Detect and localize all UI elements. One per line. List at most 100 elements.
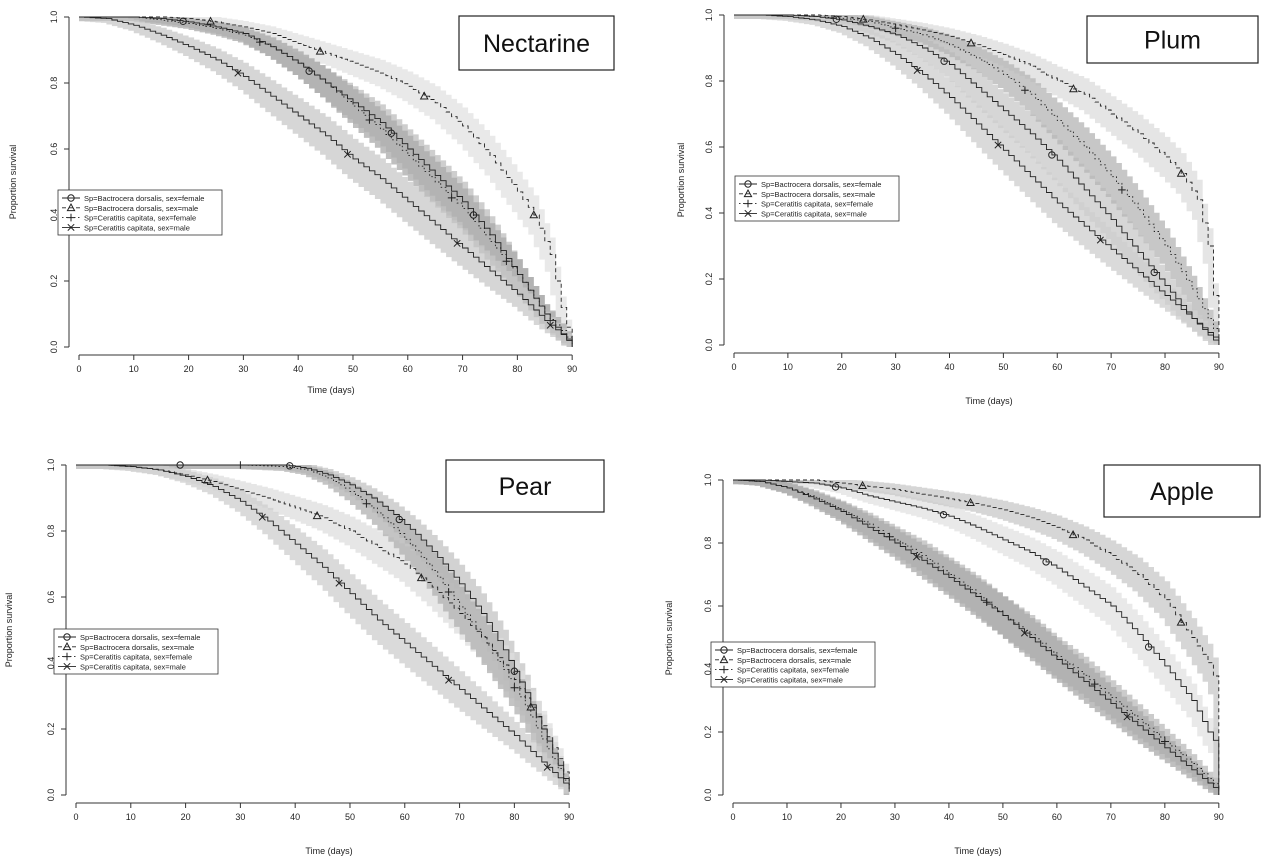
point-marker-s1-3 — [1042, 558, 1050, 566]
point-marker-s1-2 — [286, 462, 294, 470]
point-marker-s1-1 — [832, 15, 841, 23]
x-tick-label: 50 — [345, 812, 355, 822]
legend-entry-1: Sp=Bactrocera dorsalis, sex=female — [737, 646, 857, 655]
x-tick-label: 50 — [348, 364, 358, 374]
x-tick-label: 30 — [238, 364, 248, 374]
chart-panel-plum: 0 10 20 30 40 50 60 70 80 90 0.0 0.2 0.4 0.6 0.8 1.0 Tim… — [676, 9, 1259, 406]
legend-box — [57, 189, 223, 236]
y-tick-label: 1.0 — [46, 459, 56, 472]
x-tick-label: 80 — [1160, 362, 1170, 372]
y-tick-label: 0.8 — [49, 77, 59, 90]
x-tick-label: 50 — [998, 362, 1008, 372]
legend-entry-2: Sp=Bactrocera dorsalis, sex=male — [80, 643, 194, 652]
point-marker-s3-4 — [510, 683, 519, 692]
x-tick-label: 30 — [891, 362, 901, 372]
survival-line-series-4 — [76, 464, 570, 789]
survival-line-series-2 — [734, 14, 1220, 345]
legend-box — [53, 628, 219, 675]
x-tick-label: 40 — [290, 812, 300, 822]
legend-marker-2 — [719, 654, 729, 664]
point-marker-s2-4 — [1176, 168, 1186, 177]
survival-line-series-1 — [76, 464, 570, 792]
legend-entry-4: Sp=Ceratitis capitata, sex=male — [737, 675, 843, 684]
legend-marker-4 — [720, 675, 728, 683]
x-tick-label: 0 — [731, 362, 736, 372]
point-marker-s2-4 — [1176, 617, 1186, 626]
legend-marker-4 — [63, 662, 71, 670]
x-axis-title: Time (days) — [307, 385, 354, 395]
x-tick-label: 20 — [181, 812, 191, 822]
x-tick-label: 60 — [400, 812, 410, 822]
legend-marker-2 — [743, 188, 753, 198]
point-marker-s4-4 — [543, 763, 551, 771]
x-tick-label: 10 — [782, 812, 792, 822]
confidence-band-2 — [733, 480, 1219, 795]
legend-entry-3: Sp=Ceratitis capitata, sex=female — [80, 653, 192, 662]
point-marker-s4-3 — [1123, 713, 1131, 721]
legend-entry-4: Sp=Ceratitis capitata, sex=male — [80, 662, 186, 671]
y-tick-label: 1.0 — [49, 11, 59, 24]
x-tick-label: 0 — [730, 812, 735, 822]
survival-line-series-2 — [79, 16, 573, 347]
survival-line-series-2 — [76, 464, 570, 786]
x-axis-title: Time (days) — [965, 396, 1012, 406]
point-marker-s2-1 — [858, 480, 867, 489]
legend-entry-4: Sp=Ceratitis capitata, sex=male — [761, 209, 867, 218]
x-tick-label: 40 — [944, 812, 954, 822]
point-marker-s1-2 — [940, 57, 948, 65]
point-marker-s2-3 — [1068, 529, 1078, 539]
point-marker-s2-2 — [315, 46, 325, 55]
point-marker-s1-3 — [395, 515, 403, 524]
point-marker-s4-1 — [912, 553, 921, 561]
confidence-band-4 — [733, 480, 1219, 795]
point-marker-s3-2 — [365, 116, 374, 124]
legend-entry-2: Sp=Bactrocera dorsalis, sex=male — [84, 204, 198, 213]
x-tick-label: 70 — [1106, 812, 1116, 822]
panel-label: Nectarine — [483, 30, 590, 58]
legend-marker-3 — [63, 652, 71, 661]
legend-marker-3 — [720, 665, 728, 674]
point-marker-s3-4 — [502, 257, 511, 265]
x-tick-label: 30 — [890, 812, 900, 822]
x-tick-label: 0 — [73, 812, 78, 822]
confidence-band-1 — [734, 15, 1219, 345]
y-tick-label: 0.2 — [703, 726, 713, 739]
point-marker-s2-1 — [858, 14, 868, 23]
y-tick-label: 0.4 — [704, 207, 714, 220]
confidence-band-3 — [734, 15, 1219, 344]
y-tick-label: 0.8 — [703, 537, 713, 550]
survival-line-series-3 — [79, 16, 573, 344]
confidence-band-3 — [76, 465, 570, 795]
point-marker-s4-2 — [994, 141, 1002, 149]
x-tick-label: 10 — [126, 812, 136, 822]
y-tick-label: 0.0 — [704, 339, 714, 352]
point-marker-s4-3 — [1096, 236, 1104, 244]
point-marker-s1-3 — [387, 129, 396, 137]
legend-marker-1 — [720, 646, 728, 654]
point-marker-s3-3 — [447, 194, 456, 202]
legend-entry-3: Sp=Ceratitis capitata, sex=female — [737, 666, 849, 675]
confidence-band-2 — [734, 15, 1219, 345]
point-marker-s1-1 — [831, 483, 840, 491]
survival-line-series-4 — [79, 16, 573, 344]
x-tick-label: 70 — [1106, 362, 1116, 372]
x-tick-label: 30 — [235, 812, 245, 822]
point-marker-s4-1 — [258, 513, 266, 521]
panel-label: Plum — [1144, 27, 1201, 55]
survival-line-series-3 — [734, 14, 1220, 339]
x-axis-title: Time (days) — [305, 846, 352, 856]
point-marker-s1-4 — [1150, 268, 1158, 277]
chart-panel-nectarine: 0 10 20 30 40 50 60 70 80 90 0.0 0.2 0.4 0.6 0.8 1.0 Tim… — [8, 11, 615, 395]
y-tick-label: 0.6 — [46, 591, 56, 604]
x-tick-label: 80 — [1160, 812, 1170, 822]
y-axis-title: Proportion survival — [8, 145, 18, 220]
point-marker-s4-3 — [445, 676, 453, 684]
point-marker-s2-3 — [419, 91, 429, 100]
y-tick-label: 0.8 — [46, 525, 56, 538]
legend-entry-1: Sp=Bactrocera dorsalis, sex=female — [84, 194, 204, 203]
legend-marker-1 — [63, 633, 71, 641]
legend-marker-4 — [67, 223, 75, 231]
point-marker-s2-2 — [312, 510, 322, 520]
x-axis-title: Time (days) — [954, 846, 1001, 856]
point-marker-s2-2 — [966, 38, 976, 47]
